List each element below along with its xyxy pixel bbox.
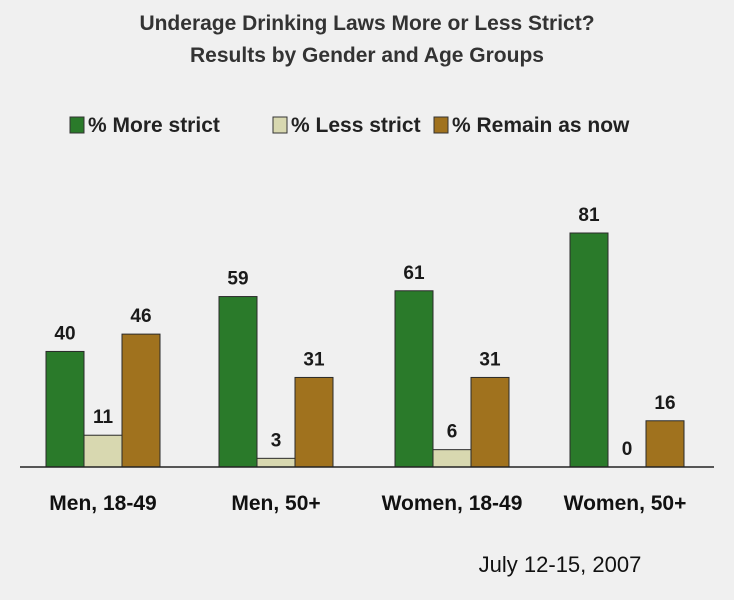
value-label-women-50-less-strict: 0	[622, 439, 633, 460]
legend-label-less-strict: % Less strict	[291, 114, 421, 137]
legend-swatch-more-strict	[69, 116, 85, 134]
bar-women-50-remain-as-now	[645, 420, 685, 468]
value-label-men-50-remain-as-now: 31	[303, 349, 325, 370]
bar-women-50-more-strict	[569, 232, 609, 468]
value-label-women-50-more-strict: 81	[578, 205, 600, 226]
category-label-women-18-49: Women, 18-49	[382, 492, 523, 515]
bar-men-18-49-more-strict	[45, 350, 85, 468]
chart-subtitle: Results by Gender and Age Groups	[190, 44, 544, 67]
category-labels: Men, 18-49 Men, 50+ Women, 18-49 Women, 50+	[49, 492, 686, 515]
bar-women-18-49-remain-as-now	[470, 376, 510, 468]
legend: % More strict % Less strict % Remain as no…	[69, 114, 630, 137]
value-label-men-18-49-less-strict: 11	[93, 407, 114, 428]
legend-swatch-less-strict	[272, 116, 288, 134]
value-label-men-18-49-remain-as-now: 46	[130, 306, 151, 327]
value-label-men-18-49-more-strict: 40	[54, 323, 75, 344]
bar-women-18-49-more-strict	[394, 290, 434, 468]
bar-men-18-49-less-strict	[83, 434, 123, 468]
date-note: July 12-15, 2007	[479, 552, 642, 577]
bar-men-50-less-strict	[256, 457, 296, 468]
bar-men-18-49-remain-as-now	[121, 333, 161, 468]
value-label-women-18-49-less-strict: 6	[447, 422, 458, 443]
category-label-men-50: Men, 50+	[231, 492, 320, 515]
value-label-men-50-more-strict: 59	[227, 269, 248, 290]
bar-men-50-remain-as-now	[294, 376, 334, 468]
bars: 40 11 46 59 3 31 61 6 31 81 0 16	[45, 205, 685, 468]
value-label-women-18-49-remain-as-now: 31	[479, 349, 501, 370]
legend-label-more-strict: % More strict	[88, 114, 220, 137]
category-label-women-50: Women, 50+	[564, 492, 687, 515]
value-label-women-18-49-more-strict: 61	[403, 263, 425, 284]
value-label-women-50-remain-as-now: 16	[654, 393, 675, 414]
category-label-men-18-49: Men, 18-49	[49, 492, 156, 515]
bar-women-18-49-less-strict	[432, 449, 472, 468]
legend-swatch-remain-as-now	[433, 116, 449, 134]
bar-men-50-more-strict	[218, 296, 258, 468]
legend-label-remain-as-now: % Remain as now	[452, 114, 630, 137]
value-label-men-50-less-strict: 3	[271, 430, 282, 451]
chart-title: Underage Drinking Laws More or Less Stri…	[139, 12, 594, 35]
